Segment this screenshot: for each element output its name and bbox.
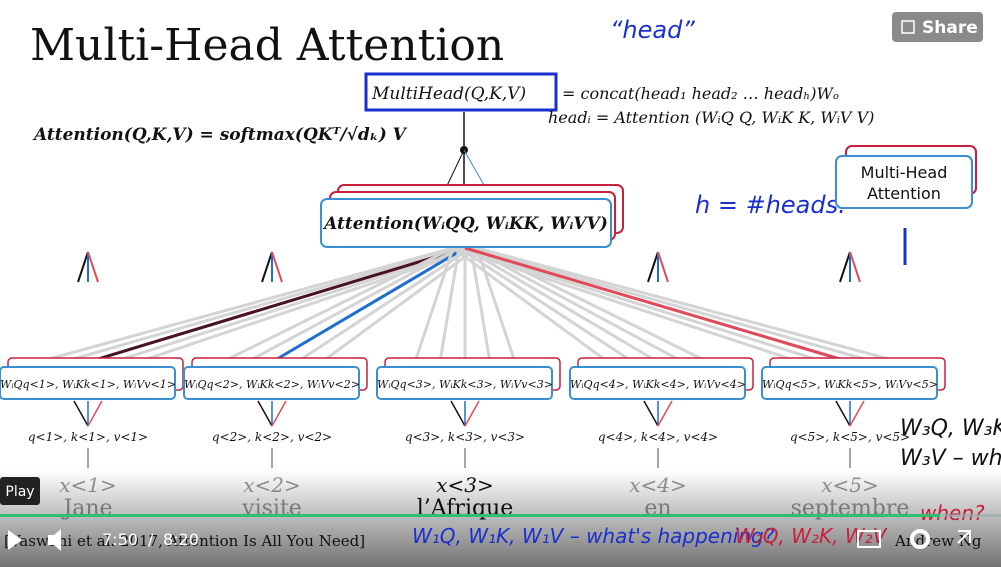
attention-line bbox=[271, 246, 466, 364]
time-separator: / bbox=[148, 530, 154, 549]
head-arrow bbox=[87, 251, 99, 283]
qkv-label: q<3>, k<3>, v<3> bbox=[405, 430, 525, 444]
input-arrow bbox=[257, 400, 273, 427]
captions-button[interactable] bbox=[857, 530, 881, 548]
projection-label: WᵢQq<2>, WᵢKk<2>, WᵢVv<2> bbox=[184, 378, 360, 391]
duration: 8:20 bbox=[163, 530, 199, 549]
attention-line bbox=[464, 246, 659, 364]
current-time: 7:50 bbox=[102, 530, 138, 549]
multihead-highlight bbox=[364, 72, 558, 112]
input-arrow bbox=[73, 400, 89, 427]
attention-line bbox=[321, 246, 478, 364]
progress-played bbox=[0, 514, 940, 517]
input-arrow bbox=[643, 400, 659, 427]
tooltip bbox=[0, 477, 40, 505]
citation: [Vaswani et al. 2017, Attention Is All Y… bbox=[4, 532, 365, 550]
share-label: Share bbox=[922, 18, 978, 38]
tooltip-text: Play bbox=[5, 484, 34, 500]
attention-line bbox=[452, 246, 609, 364]
head-arrow bbox=[647, 251, 659, 283]
head-formula: headᵢ = Attention (WᵢQ Q, WᵢK K, WᵢV V) bbox=[548, 108, 874, 127]
play-button[interactable] bbox=[8, 530, 22, 550]
input-arrow bbox=[464, 400, 480, 427]
side-box-label: Multi-Head bbox=[861, 163, 948, 182]
attention-line bbox=[476, 246, 901, 364]
head-arrow bbox=[839, 251, 851, 283]
input-arrow bbox=[657, 400, 673, 427]
multihead-concat: = concat(head₁ head₂ … headₕ)Wₒ bbox=[562, 84, 839, 103]
side-box bbox=[835, 155, 973, 209]
handwriting-note: W₁Q, W₁K, W₁V – what's happening? bbox=[412, 524, 775, 548]
attention-line bbox=[246, 246, 460, 364]
attention-line bbox=[87, 246, 466, 364]
handwriting-note: W₃Q, W₃K, bbox=[900, 416, 1001, 441]
projection-box bbox=[0, 366, 176, 400]
input-arrow bbox=[87, 400, 103, 427]
projection-label: WᵢQq<4>, WᵢKk<4>, WᵢVv<4> bbox=[570, 378, 746, 391]
attention-line bbox=[458, 246, 826, 364]
head-arrow bbox=[849, 251, 861, 283]
projection-box bbox=[569, 366, 746, 400]
qkv-label: q<1>, k<1>, v<1> bbox=[28, 430, 148, 444]
input-arrow bbox=[849, 400, 865, 427]
attention-line bbox=[458, 246, 634, 364]
qkv-label: q<5>, k<5>, v<5> bbox=[790, 430, 910, 444]
projection-label: WᵢQq<3>, WᵢKk<3>, WᵢVv<3> bbox=[377, 378, 553, 391]
attention-line bbox=[221, 246, 454, 364]
attention-formula: Attention(Q,K,V) = softmax(QKᵀ/√dₖ) V bbox=[32, 125, 408, 145]
share-icon bbox=[901, 20, 915, 34]
attention-line bbox=[469, 247, 492, 363]
attention-line bbox=[62, 246, 460, 364]
head-arrow bbox=[657, 251, 669, 283]
input-arrow bbox=[450, 400, 466, 427]
handwriting-h-def: h = #heads. bbox=[695, 191, 846, 219]
projection-box bbox=[376, 366, 553, 400]
attention-line bbox=[296, 246, 472, 364]
input-arrow bbox=[271, 400, 287, 427]
projection-box bbox=[183, 366, 360, 400]
attention-line bbox=[37, 246, 454, 364]
attention-line bbox=[438, 247, 461, 363]
attention-block-label: Attention(WᵢQQ, WᵢKK, WᵢVV) bbox=[322, 214, 608, 234]
handwriting-note: W₂Q, W₂K, W₂V bbox=[735, 524, 888, 548]
handwriting-head: “head” bbox=[610, 16, 695, 44]
qkv-label: q<2>, k<2>, v<2> bbox=[212, 430, 332, 444]
side-box-label: Attention bbox=[867, 184, 941, 203]
attention-block bbox=[320, 198, 612, 248]
slide-title: Multi-Head Attention bbox=[30, 20, 504, 71]
attention-line bbox=[413, 247, 455, 363]
share-button[interactable] bbox=[892, 12, 983, 42]
handwriting-note: when? bbox=[920, 501, 985, 525]
head-arrow bbox=[261, 251, 273, 283]
attention-line bbox=[470, 246, 876, 364]
attention-line bbox=[464, 246, 851, 364]
attention-line bbox=[475, 247, 517, 363]
attention-line bbox=[452, 246, 801, 364]
volume-button[interactable] bbox=[48, 529, 61, 551]
fullscreen-button[interactable] bbox=[957, 530, 971, 544]
attention-lines bbox=[37, 246, 901, 364]
settings-button[interactable] bbox=[910, 529, 930, 549]
author: Andrew Ng bbox=[894, 532, 982, 550]
handwriting-note: W₃V – who? bbox=[900, 446, 1001, 471]
input-arrow bbox=[835, 400, 851, 427]
head-arrow bbox=[77, 251, 89, 283]
head-arrow bbox=[271, 251, 283, 283]
projection-box bbox=[761, 366, 938, 400]
projection-label: WᵢQq<5>, WᵢKk<5>, WᵢVv<5> bbox=[762, 378, 938, 391]
controls-shade bbox=[0, 470, 1001, 567]
projection-label: WᵢQq<1>, WᵢKk<1>, WᵢVv<1> bbox=[0, 378, 176, 391]
qkv-label: q<4>, k<4>, v<4> bbox=[598, 430, 718, 444]
multihead-call: MultiHead(Q,K,V) bbox=[371, 84, 526, 104]
